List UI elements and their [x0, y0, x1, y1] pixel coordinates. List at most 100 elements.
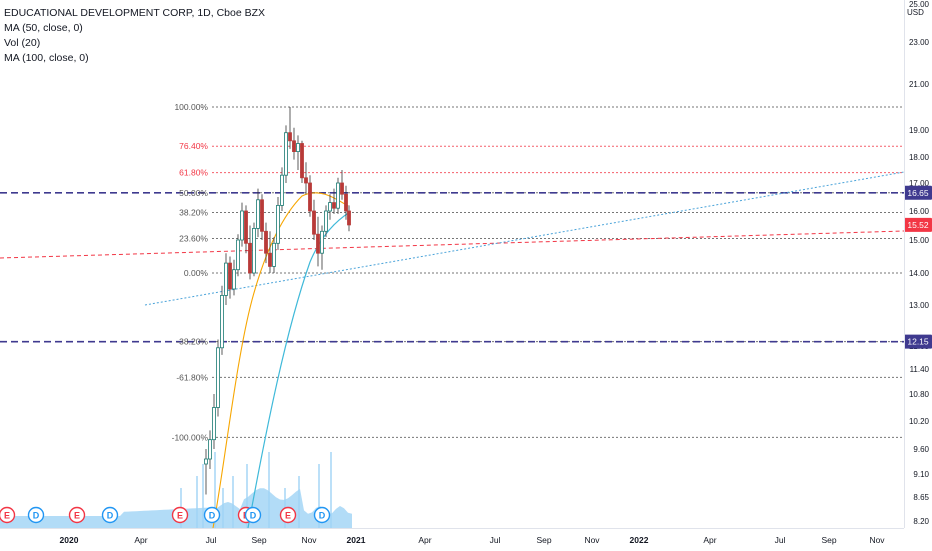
candle-body[interactable] [344, 193, 348, 212]
time-tick-label: Jul [206, 535, 217, 545]
candle-body[interactable] [304, 177, 308, 184]
red-trend-line[interactable] [0, 230, 905, 259]
volume-bar [318, 464, 320, 528]
candle-body[interactable] [296, 143, 300, 153]
candle-body[interactable] [252, 227, 256, 274]
price-tick-label: 10.20 [909, 417, 930, 426]
price-tick-label: 9.60 [913, 445, 929, 454]
dividend-badge[interactable]: D [313, 506, 331, 524]
candle-body[interactable] [260, 199, 264, 232]
candle-body[interactable] [316, 233, 320, 254]
candle-body[interactable] [336, 182, 340, 209]
candle-body[interactable] [320, 230, 324, 254]
candle-body[interactable] [240, 210, 244, 241]
badge-circle [171, 506, 189, 524]
price-tag-label: 16.65 [907, 188, 929, 198]
dividend-badge[interactable]: D [27, 506, 45, 524]
candle-body[interactable] [236, 239, 240, 271]
blue-trend-line[interactable] [144, 171, 905, 306]
badge-circle [244, 506, 262, 524]
candle-body[interactable] [204, 458, 208, 465]
candle-body[interactable] [244, 210, 248, 244]
earnings-badge[interactable]: E [0, 506, 16, 524]
candle-body[interactable] [220, 294, 224, 349]
fib-retracement-levels [0, 106, 904, 438]
candle-body[interactable] [216, 347, 220, 408]
badge-letter: E [177, 511, 183, 521]
candle-body[interactable] [264, 230, 268, 254]
candle-body[interactable] [324, 210, 328, 232]
candle-body[interactable] [288, 132, 292, 142]
earnings-badge[interactable]: E [68, 506, 86, 524]
candle-body[interactable] [284, 132, 288, 176]
badge-circle [0, 506, 16, 524]
candle-body[interactable] [268, 252, 272, 267]
dividend-badge[interactable]: D [101, 506, 119, 524]
candle-body[interactable] [340, 182, 344, 195]
legend-symbol[interactable]: EDUCATIONAL DEVELOPMENT CORP, 1D, Cboe B… [4, 7, 266, 19]
earnings-badge[interactable]: E [279, 506, 297, 524]
time-tick-label: Apr [134, 535, 147, 545]
candle-body[interactable] [248, 242, 252, 274]
price-tick-label: 8.65 [913, 493, 929, 502]
price-tick-label: 10.80 [909, 390, 930, 399]
badge-circle [279, 506, 297, 524]
badge-letter: D [33, 511, 40, 521]
badge-letter: D [319, 511, 326, 521]
fib-level-label: -100.00% [172, 432, 209, 442]
fib-level-label: -38.20% [176, 337, 208, 347]
candle-body[interactable] [276, 204, 280, 244]
volume-bar [196, 476, 198, 528]
candle-body[interactable] [332, 202, 336, 209]
volume-bar [298, 476, 300, 528]
volume-bar [268, 452, 270, 528]
price-tick-label: 23.00 [909, 38, 930, 47]
time-tick-label: Jul [775, 535, 786, 545]
candle-body[interactable] [224, 262, 228, 296]
fib-level-labels: 100.00% 76.40% 61.80% 50.00% 38.20% 23.60% 0.0… [172, 102, 209, 442]
candle-body[interactable] [272, 242, 276, 267]
volume-bar [246, 464, 248, 528]
time-tick-label: Nov [584, 535, 600, 545]
candle-body[interactable] [212, 407, 216, 441]
dividend-badge[interactable]: D [244, 506, 262, 524]
trend-lines [0, 171, 905, 306]
badge-circle [203, 506, 221, 524]
candle-body[interactable] [300, 143, 304, 179]
price-tags: 16.65 15.52 12.15 [904, 185, 932, 349]
time-tick-label: Sep [821, 535, 836, 545]
legend-ma100[interactable]: MA (100, close, 0) [4, 52, 89, 64]
candle-body[interactable] [256, 199, 260, 229]
fib-level-label: 100.00% [174, 102, 208, 112]
dividend-badge[interactable]: D [203, 506, 221, 524]
volume-area [0, 488, 352, 528]
price-tag-label: 12.15 [907, 337, 929, 347]
candle-body[interactable] [308, 182, 312, 212]
candlesticks [204, 107, 351, 495]
candle-body[interactable] [232, 269, 236, 290]
badge-circle [313, 506, 331, 524]
time-tick-label: Apr [418, 535, 431, 545]
legend-volume[interactable]: Vol (20) [4, 37, 41, 49]
legend-ma50[interactable]: MA (50, close, 0) [4, 22, 83, 34]
fib-level-label: 76.40% [179, 141, 208, 151]
time-axis[interactable] [0, 528, 904, 551]
candle-body[interactable] [312, 210, 316, 235]
candle-body[interactable] [347, 210, 351, 226]
price-tick-label: 21.00 [909, 80, 930, 89]
price-tick-label: 17.00 [909, 179, 930, 188]
candle-body[interactable] [328, 202, 332, 212]
price-tag-label: 15.52 [907, 220, 929, 230]
price-axis[interactable] [904, 0, 932, 528]
earnings-badge[interactable]: E [171, 506, 189, 524]
candle-body[interactable] [228, 262, 232, 290]
fib-level-label: -61.80% [176, 372, 208, 382]
candle-body[interactable] [208, 439, 212, 460]
moving-averages [212, 192, 351, 529]
candle-body[interactable] [292, 140, 296, 153]
time-tick-label: 2020 [60, 535, 79, 545]
time-tick-label: Apr [703, 535, 716, 545]
price-tick-label: 18.00 [909, 153, 930, 162]
candle-body[interactable] [280, 174, 284, 206]
